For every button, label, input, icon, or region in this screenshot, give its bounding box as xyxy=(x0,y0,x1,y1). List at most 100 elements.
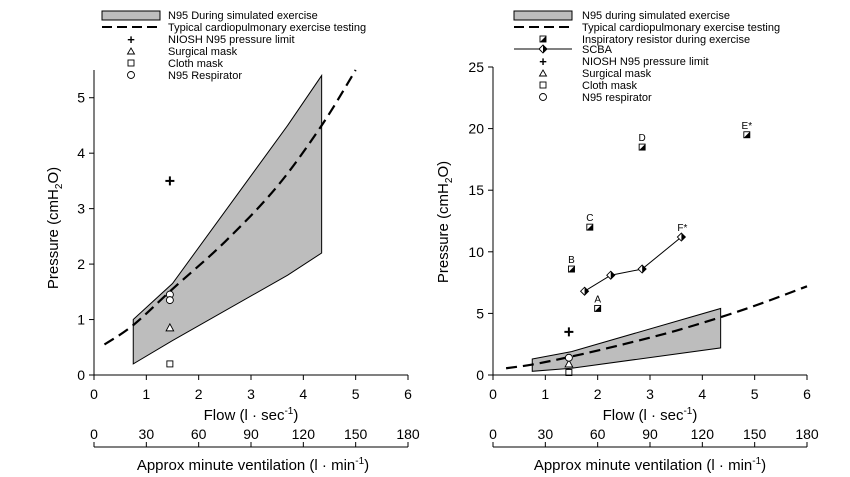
right-y-tick-label: 15 xyxy=(468,182,484,198)
left-legend-square-swatch xyxy=(127,59,135,67)
right-x-tick-label: 2 xyxy=(594,386,602,402)
right-x2-axis-label: Approx minute ventilation (l · min-1) xyxy=(534,456,766,474)
left-x-axis-label-main: Flow (l · sec xyxy=(204,407,285,424)
right-resistor-label: B xyxy=(568,255,575,266)
right-y-tick-label: 10 xyxy=(468,244,484,260)
right-surgical-mask-point xyxy=(564,358,574,368)
left-x-tick-label: 0 xyxy=(90,386,98,402)
left-y-tick-label: 1 xyxy=(77,312,85,328)
right-band-area xyxy=(531,307,722,372)
right-x2-axis-label-main: Approx minute ventilation (l · min xyxy=(534,457,752,474)
left-x2-tick-label: 90 xyxy=(243,426,259,442)
right-legend-label-plus: NIOSH N95 pressure limit xyxy=(582,56,709,68)
left-x-tick-label: 6 xyxy=(404,386,412,402)
right-resistor-point-fill xyxy=(639,144,646,151)
right-x2-tick-label: 90 xyxy=(642,426,658,442)
right-legend: N95 during simulated exercise Typical ca… xyxy=(513,10,780,104)
right-legend-circle-swatch xyxy=(539,93,547,101)
left-dashed-curve xyxy=(103,69,357,346)
right-legend-scba-swatch xyxy=(514,44,572,54)
right-panel: N95 during simulated exercise Typical ca… xyxy=(435,10,819,474)
right-legend-triangle-swatch xyxy=(538,69,548,77)
right-legend-square-swatch xyxy=(539,81,547,89)
right-resistor-point xyxy=(743,131,751,139)
left-surgical-mask-point xyxy=(165,322,175,332)
left-band-area xyxy=(132,73,323,365)
right-legend-label-dashed: Typical cardiopulmonary exercise testing xyxy=(582,22,780,34)
right-legend-label-square: Cloth mask xyxy=(582,80,638,92)
left-x2-tick-label: 0 xyxy=(90,426,98,442)
right-legend-halfsquare-swatch xyxy=(539,35,547,43)
right-scba-point-fill xyxy=(584,287,589,296)
right-resistor-label: D xyxy=(639,133,646,144)
right-scba-end-label: F* xyxy=(677,223,687,234)
right-y-axis-label-main: Pressure (cmH xyxy=(435,183,452,283)
left-legend-band-swatch xyxy=(101,10,161,21)
right-x2-tick-label: 0 xyxy=(489,426,497,442)
left-x-axis-label-close: ) xyxy=(293,407,298,424)
left-x-tick-label: 4 xyxy=(299,386,307,402)
right-resistor-point xyxy=(594,305,602,312)
left-x2-axis-label: Approx minute ventilation (l · min-1) xyxy=(137,456,369,474)
right-x-tick-label: 4 xyxy=(698,386,706,402)
right-scba-point-fill xyxy=(681,233,686,242)
right-x2-axis-label-sup: -1 xyxy=(752,456,761,467)
left-legend-triangle-swatch xyxy=(126,47,136,55)
left-x-axis-label: Flow (l · sec-1) xyxy=(204,406,299,424)
right-scba-point-fill xyxy=(610,271,615,280)
right-scba-point xyxy=(676,232,687,242)
right-x2-tick-label: 150 xyxy=(743,426,767,442)
right-resistor-point-fill xyxy=(743,131,750,138)
right-n95-respirator-point xyxy=(564,353,573,362)
right-x-tick-label: 5 xyxy=(751,386,759,402)
left-x2-tick-label: 180 xyxy=(396,426,420,442)
right-x-tick-label: 3 xyxy=(646,386,654,402)
left-x2-tick-label: 120 xyxy=(292,426,316,442)
left-x-tick-label: 5 xyxy=(352,386,360,402)
right-y-axis-label: Pressure (cmH2O) xyxy=(435,161,455,283)
right-resistor-point-fill xyxy=(568,266,575,273)
right-cloth-mask-point xyxy=(565,369,573,376)
right-resistor-point xyxy=(568,265,575,273)
left-x-tick-label: 3 xyxy=(247,386,255,402)
right-x-tick-label: 0 xyxy=(489,386,497,402)
right-x-axis-label: Flow (l · sec-1) xyxy=(603,406,698,424)
right-y-tick-label: 5 xyxy=(476,305,484,321)
left-legend-label-plus: NIOSH N95 pressure limit xyxy=(168,34,295,46)
right-y-tick-label: 25 xyxy=(468,59,484,75)
left-legend-label-band: N95 During simulated exercise xyxy=(168,10,318,22)
right-x-axis-label-main: Flow (l · sec xyxy=(603,407,684,424)
left-x-tick-label: 1 xyxy=(142,386,150,402)
left-n95-respirator-point xyxy=(165,296,174,305)
left-y-axis-label-close: O) xyxy=(45,167,62,184)
left-x-tick-label: 2 xyxy=(195,386,203,402)
left-y-tick-label: 5 xyxy=(77,90,85,106)
left-x2-axis-label-sup: -1 xyxy=(355,456,364,467)
left-legend-plus-swatch: + xyxy=(127,32,135,47)
right-x2-tick-label: 60 xyxy=(590,426,606,442)
right-legend-label-scba: SCBA xyxy=(582,44,613,56)
right-resistor-point-fill xyxy=(586,224,593,231)
left-y-tick-label: 4 xyxy=(77,145,85,161)
right-x2-tick-label: 120 xyxy=(691,426,715,442)
right-plot-area: F* A B C D E* xyxy=(505,121,808,376)
right-legend-label-circle: N95 respirator xyxy=(582,92,652,104)
right-resistor-label: A xyxy=(594,294,601,305)
right-scba-point xyxy=(637,264,647,274)
right-x-axis-label-sup: -1 xyxy=(683,406,692,417)
left-legend-label-circle: N95 Respirator xyxy=(168,70,242,82)
left-x2-tick-label: 30 xyxy=(139,426,155,442)
right-x2-axis-label-close: ) xyxy=(761,457,766,474)
left-y-axis-label: Pressure (cmH2O) xyxy=(45,167,65,289)
right-scba-line xyxy=(584,236,682,292)
left-legend-circle-swatch xyxy=(127,71,135,79)
right-x-axis-label-close: ) xyxy=(692,407,697,424)
left-y-axis-label-main: Pressure (cmH xyxy=(45,189,62,289)
right-legend-label-triangle: Surgical mask xyxy=(582,68,652,80)
right-resistor-label: C xyxy=(586,213,593,224)
right-x-tick-label: 1 xyxy=(541,386,549,402)
right-y-tick-label: 0 xyxy=(476,367,484,383)
right-y-axis-label-close: O) xyxy=(435,161,452,178)
